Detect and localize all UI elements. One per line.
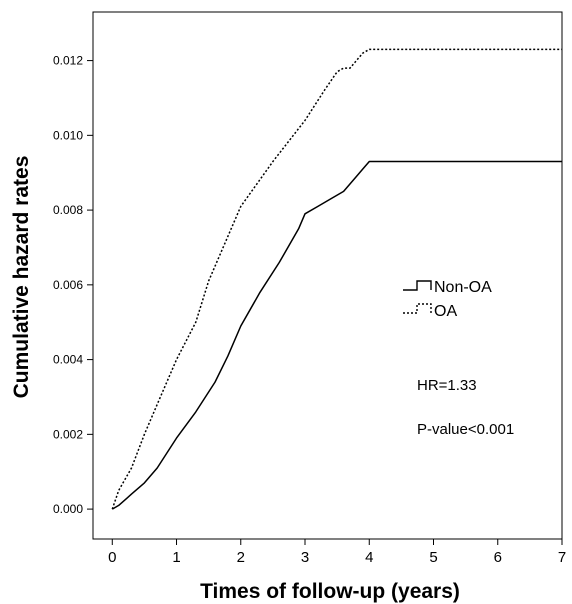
legend-label-non-oa: Non-OA (434, 279, 492, 296)
y-axis-title: Cumulative hazard rates (10, 156, 33, 399)
x-tick-label: 1 (172, 549, 180, 566)
series-line-non-oa (111, 160, 562, 510)
x-tick-label: 5 (429, 549, 437, 566)
hr-annotation: HR=1.33 (417, 377, 477, 394)
y-tick-label: 0.010 (53, 128, 83, 142)
y-tick-label: 0.012 (53, 54, 83, 68)
x-axis: 0 1 2 3 4 5 6 7 (108, 539, 566, 566)
legend-swatch-oa (403, 303, 432, 314)
x-tick-label: 7 (558, 549, 566, 566)
y-axis: 0.000 0.002 0.004 0.006 0.008 0.010 0.012 (53, 54, 93, 516)
p-value-annotation: P-value<0.001 (417, 421, 514, 438)
plot-frame (92, 11, 563, 540)
x-tick-label: 3 (301, 549, 309, 566)
x-axis-title: Times of follow-up (years) (200, 580, 460, 603)
y-tick-label: 0.008 (53, 203, 83, 217)
legend-item-non-oa: Non-OA (403, 279, 492, 296)
x-tick-label: 6 (494, 549, 502, 566)
x-tick-label: 0 (108, 549, 116, 566)
series-line-oa (111, 48, 562, 510)
y-tick-label: 0.000 (53, 502, 83, 516)
y-tick-label: 0.002 (53, 427, 83, 441)
y-tick-label: 0.004 (53, 353, 83, 367)
y-tick-label: 0.006 (53, 278, 83, 292)
legend-item-oa: OA (403, 303, 457, 320)
series-layer (111, 48, 562, 510)
x-tick-label: 4 (365, 549, 373, 566)
x-tick-label: 2 (237, 549, 245, 566)
legend-label-oa: OA (434, 303, 457, 320)
legend: Non-OA OA (403, 279, 492, 320)
legend-swatch-non-oa (403, 280, 432, 291)
